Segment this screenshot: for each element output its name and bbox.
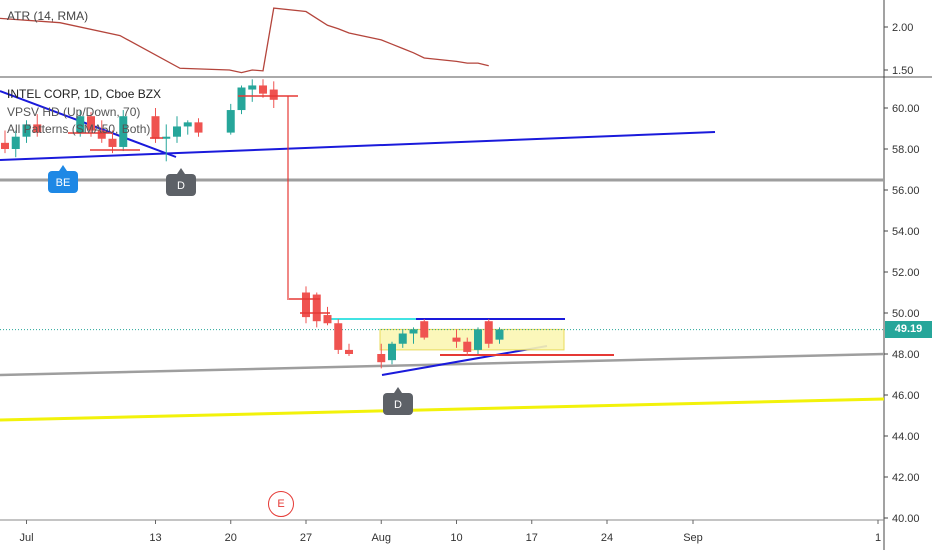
candle-body	[420, 321, 429, 338]
x-tick-label: 1	[875, 532, 881, 544]
candle-body	[334, 323, 343, 350]
rising-trendline	[0, 131, 716, 161]
x-tick-label: 13	[149, 532, 161, 544]
candle-body	[119, 116, 128, 147]
pattern-marker-be[interactable]: BE	[48, 165, 78, 193]
candle-body	[151, 116, 160, 139]
y-tick-label: 46.00	[892, 390, 920, 402]
candle-body	[248, 85, 257, 90]
atr-y-tick-label: 2.00	[892, 22, 913, 34]
y-tick-label: 40.00	[892, 513, 920, 525]
candle-body	[183, 122, 192, 127]
candle-body	[463, 341, 472, 352]
pattern-marker-d[interactable]: D	[166, 168, 196, 196]
candle-body	[495, 329, 504, 340]
yellow-trendline	[0, 397, 885, 422]
consolidation-box	[379, 328, 565, 351]
candle-body	[388, 343, 396, 361]
vpsv-indicator-legend: VPSV HD (Up/Down, 70)	[7, 105, 141, 119]
y-tick-label: 58.00	[892, 144, 920, 156]
symbol-legend: INTEL CORP, 1D, Cboe BZX	[7, 87, 162, 101]
atr-series-line	[0, 7, 489, 74]
candle-body	[237, 87, 246, 111]
candle-body	[302, 292, 310, 318]
y-tick-label: 44.00	[892, 431, 920, 443]
candle-body	[11, 136, 20, 149]
candle-body	[345, 349, 353, 354]
atr-indicator-label: ATR (14, RMA)	[7, 9, 89, 23]
y-tick-label: 48.00	[892, 349, 920, 361]
candle-body	[484, 321, 493, 344]
candle-body	[312, 294, 321, 322]
candle-body	[259, 85, 267, 94]
triangle-support-line	[381, 345, 548, 376]
candle-body	[162, 136, 171, 139]
candle-body	[323, 315, 332, 324]
y-tick-label: 52.00	[892, 267, 920, 279]
candle-body	[377, 354, 386, 363]
candle-body	[409, 329, 418, 334]
candle-body	[33, 124, 42, 133]
patterns-indicator-legend: All Patterns (SMA50, Both)	[7, 122, 151, 136]
candle-body	[194, 122, 203, 133]
x-tick-label: 27	[300, 532, 312, 544]
y-tick-label: 50.00	[892, 308, 920, 320]
candle-body	[108, 138, 117, 147]
candle-body	[269, 89, 278, 100]
x-tick-label: 24	[601, 532, 613, 544]
atr-y-tick-label: 1.50	[892, 65, 913, 77]
candle-body	[87, 116, 95, 131]
y-tick-label: 60.00	[892, 103, 920, 115]
candle-body	[22, 124, 31, 137]
last-price-tag: 49.19	[885, 321, 932, 338]
x-tick-label: 10	[450, 532, 462, 544]
y-tick-label: 42.00	[892, 472, 920, 484]
pattern-marker-d[interactable]: D	[383, 387, 413, 415]
x-tick-label: 20	[225, 532, 237, 544]
x-tick-label: 17	[526, 532, 538, 544]
y-tick-label: 56.00	[892, 185, 920, 197]
x-tick-label: Aug	[371, 532, 391, 544]
earnings-marker[interactable]: E	[268, 491, 294, 517]
x-tick-label: Sep	[683, 532, 703, 544]
candle-body	[1, 142, 9, 149]
candle-body	[173, 126, 181, 137]
x-tick-label: Jul	[19, 532, 33, 544]
candle-body	[97, 130, 106, 139]
candle-body	[452, 337, 461, 342]
candle-body	[76, 116, 85, 133]
candle-body	[398, 333, 407, 344]
y-tick-label: 54.00	[892, 226, 920, 238]
candle-body	[226, 110, 235, 133]
candle-body	[474, 329, 482, 350]
